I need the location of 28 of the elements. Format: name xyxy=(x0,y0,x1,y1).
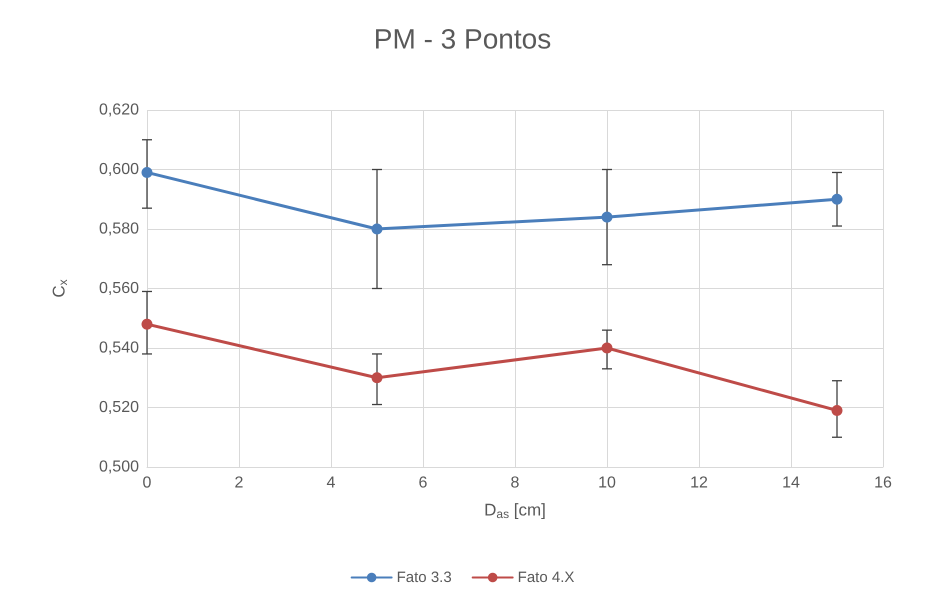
x-tick-label: 16 xyxy=(874,474,892,492)
point xyxy=(832,404,842,416)
point xyxy=(372,224,382,234)
point xyxy=(142,318,152,330)
y-tick-label: 0,560 xyxy=(98,280,140,297)
x-tick-label: 12 xyxy=(690,474,708,492)
point xyxy=(832,194,842,205)
y-tick-label: 0,520 xyxy=(98,399,140,416)
y-tick-label: 0,540 xyxy=(98,340,140,356)
legend-label: Fato 4.X xyxy=(518,569,574,586)
x-tick-label: 2 xyxy=(234,474,244,492)
legend-label: Fato 3.3 xyxy=(396,569,452,586)
chart-title: PM - 3 Pontos xyxy=(374,24,552,54)
point xyxy=(372,372,382,384)
point xyxy=(602,342,612,354)
y-tick-label: 0,600 xyxy=(98,161,140,178)
y-axis-title: Cx xyxy=(50,279,70,298)
point xyxy=(602,212,612,223)
x-tick-label: 6 xyxy=(418,474,428,492)
y-tick-label: 0,500 xyxy=(98,458,140,476)
x-tick-label: 0 xyxy=(142,474,152,492)
y-tick-label: 0,580 xyxy=(98,220,140,238)
x-tick-label: 10 xyxy=(598,474,616,492)
x-tick-label: 8 xyxy=(510,474,520,492)
y-tick-label: 0,620 xyxy=(98,102,140,118)
point xyxy=(142,166,152,178)
x-tick-label: 4 xyxy=(326,474,336,492)
x-tick-label: 14 xyxy=(782,474,800,492)
